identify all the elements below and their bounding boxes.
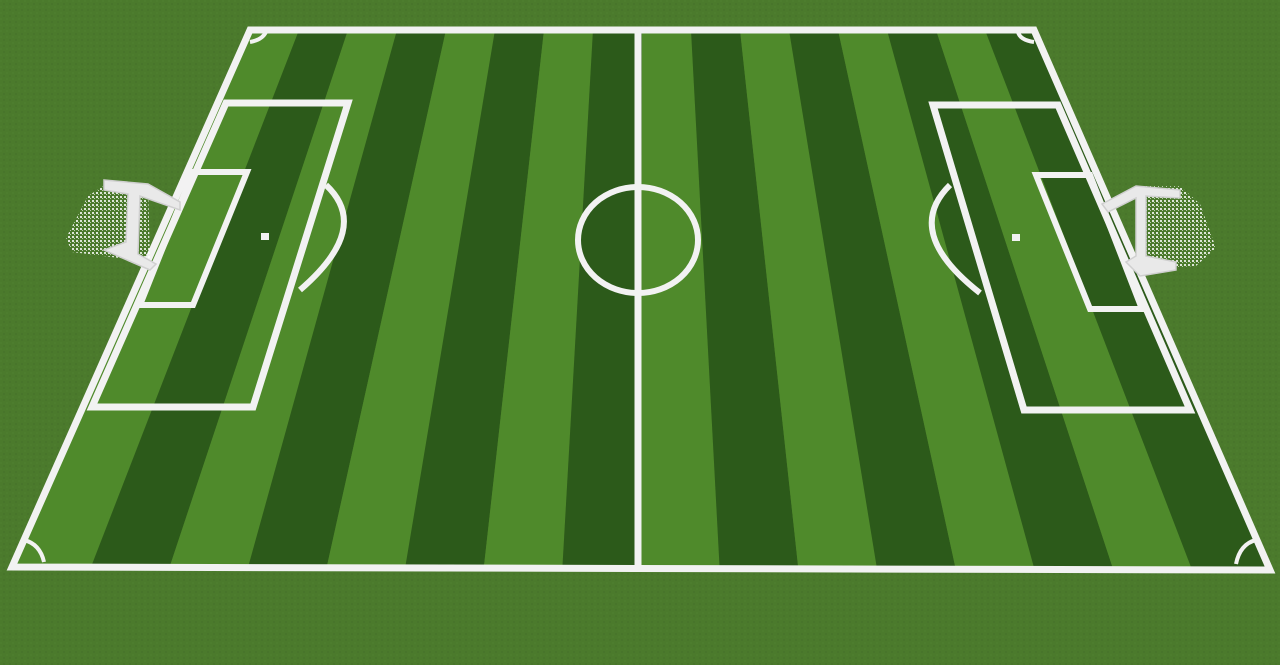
pitch-stripe: [887, 30, 1113, 568]
corner-marks: [23, 30, 1257, 565]
right-penalty-arc: [928, 182, 982, 296]
touchline-boundary: [6, 26, 1276, 574]
corner-arc-top-right: [1016, 31, 1035, 44]
corner-arc-bottom-right: [1234, 538, 1257, 565]
center-circle: [575, 184, 701, 296]
right-goal-net: [1138, 186, 1216, 270]
right-goal-frame: [1100, 185, 1181, 277]
left-goal-frame: [101, 179, 181, 271]
pitch-stripe: [90, 30, 348, 568]
pitch-stripe: [326, 30, 495, 568]
pitch-stripe: [985, 30, 1270, 568]
right-penalty-area: [928, 101, 1196, 414]
pitch-stripe: [936, 30, 1192, 568]
pitch-stripe: [641, 30, 720, 568]
right-penalty-spot: [1012, 234, 1020, 241]
pitch-stripe: [789, 30, 956, 568]
pitch-stripe: [12, 30, 299, 568]
pitch-stripe: [562, 30, 642, 568]
left-goal-area: [135, 169, 252, 308]
left-penalty-arc: [298, 182, 347, 293]
pitch-stripe: [483, 30, 593, 568]
pitch-stripe: [405, 30, 544, 568]
left-goal: [66, 179, 181, 271]
right-goal-area: [1031, 172, 1147, 312]
pitch-stripe: [247, 30, 446, 568]
corner-arc-bottom-left: [23, 538, 46, 563]
pitch-stripe: [740, 30, 877, 568]
pitch-stripe: [838, 30, 1035, 568]
pitch-stripe: [691, 30, 799, 568]
corner-arc-top-left: [249, 30, 268, 44]
left-penalty-spot: [261, 233, 269, 240]
right-goal: [1100, 185, 1216, 277]
